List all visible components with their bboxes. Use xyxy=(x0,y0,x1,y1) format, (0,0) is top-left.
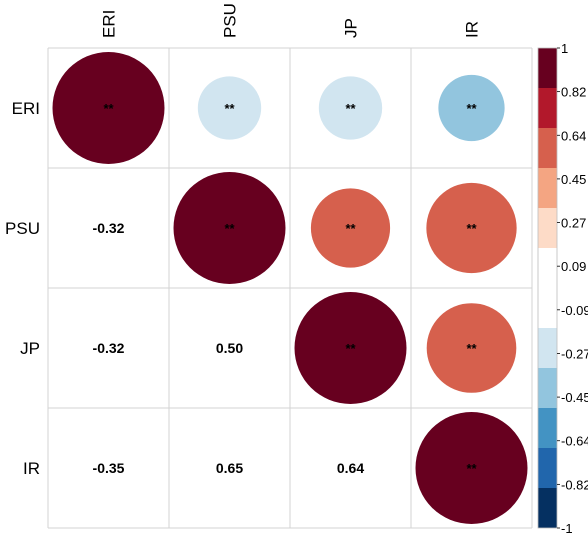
value-label-jp-eri: -0.32 xyxy=(93,340,125,356)
significance-marker: ** xyxy=(466,341,477,356)
value-label-ir-psu: 0.65 xyxy=(216,460,243,476)
significance-marker: ** xyxy=(224,221,235,236)
significance-marker: ** xyxy=(466,101,477,116)
circle-jp-ir xyxy=(426,303,517,393)
circle-eri-psu xyxy=(197,76,262,140)
circle-jp-jp xyxy=(294,292,407,404)
legend-bin xyxy=(538,328,557,368)
legend-bin xyxy=(538,88,557,128)
legend-tick-label: 0.45 xyxy=(561,172,586,187)
significance-marker: ** xyxy=(466,221,477,236)
significance-marker: ** xyxy=(224,101,235,116)
significance-marker: ** xyxy=(345,101,356,116)
row-label-ir: IR xyxy=(23,459,40,478)
circle-psu-ir xyxy=(426,182,517,274)
legend-tick-label: 0.27 xyxy=(561,216,586,231)
labels: ERI PSU JP IR ERI PSU JP IR ** ** ** ** ** ** ** ** ** **… xyxy=(5,3,481,478)
grid xyxy=(47,47,533,529)
legend-tick-label: -0.64 xyxy=(561,434,588,449)
significance-marker: ** xyxy=(345,341,356,356)
legend-tick-label: -0.45 xyxy=(561,390,588,405)
legend-bin xyxy=(538,248,557,288)
legend-bin xyxy=(538,48,557,88)
row-label-eri: ERI xyxy=(12,99,40,118)
value-label-jp-psu: 0.50 xyxy=(216,340,243,356)
circles xyxy=(52,52,528,524)
legend-tick-label: 0.09 xyxy=(561,259,586,274)
row-label-psu: PSU xyxy=(5,219,40,238)
row-label-jp: JP xyxy=(20,339,40,358)
legend-tick-label: -0.82 xyxy=(561,477,588,492)
color-legend: 1 0.82 0.64 0.45 0.27 0.09 -0.09 -0.27 -0.45 -0.6… xyxy=(537,41,588,535)
circle-ir-ir xyxy=(415,412,528,524)
circle-psu-psu xyxy=(173,172,286,284)
circle-eri-ir xyxy=(438,74,505,142)
value-label-psu-eri: -0.32 xyxy=(93,220,125,236)
circle-psu-jp xyxy=(310,188,391,268)
legend-bin xyxy=(538,128,557,168)
legend-bin xyxy=(538,488,557,528)
col-label-psu: PSU xyxy=(221,3,240,38)
significance-marker: ** xyxy=(345,221,356,236)
legend-tick-label: 1 xyxy=(561,41,568,56)
legend-bin xyxy=(538,408,557,448)
legend-tick-label: -1 xyxy=(561,521,573,535)
value-label-ir-jp: 0.64 xyxy=(337,460,364,476)
significance-marker: ** xyxy=(103,101,114,116)
legend-tick-label: -0.27 xyxy=(561,346,588,361)
legend-bin xyxy=(538,208,557,248)
legend-bin xyxy=(538,288,557,328)
circle-eri-eri xyxy=(52,52,165,164)
legend-tick-label: 0.82 xyxy=(561,85,586,100)
legend-bin xyxy=(538,448,557,488)
col-label-jp: JP xyxy=(342,18,361,38)
col-label-ir: IR xyxy=(463,21,482,38)
legend-tick-label: 0.64 xyxy=(561,128,586,143)
col-label-eri: ERI xyxy=(100,10,119,38)
significance-marker: ** xyxy=(466,461,477,476)
circle-eri-jp xyxy=(318,76,383,140)
value-label-ir-eri: -0.35 xyxy=(93,460,125,476)
legend-bin xyxy=(538,168,557,208)
legend-bin xyxy=(538,368,557,408)
legend-frame xyxy=(537,47,558,529)
legend-tick-label: -0.09 xyxy=(561,303,588,318)
